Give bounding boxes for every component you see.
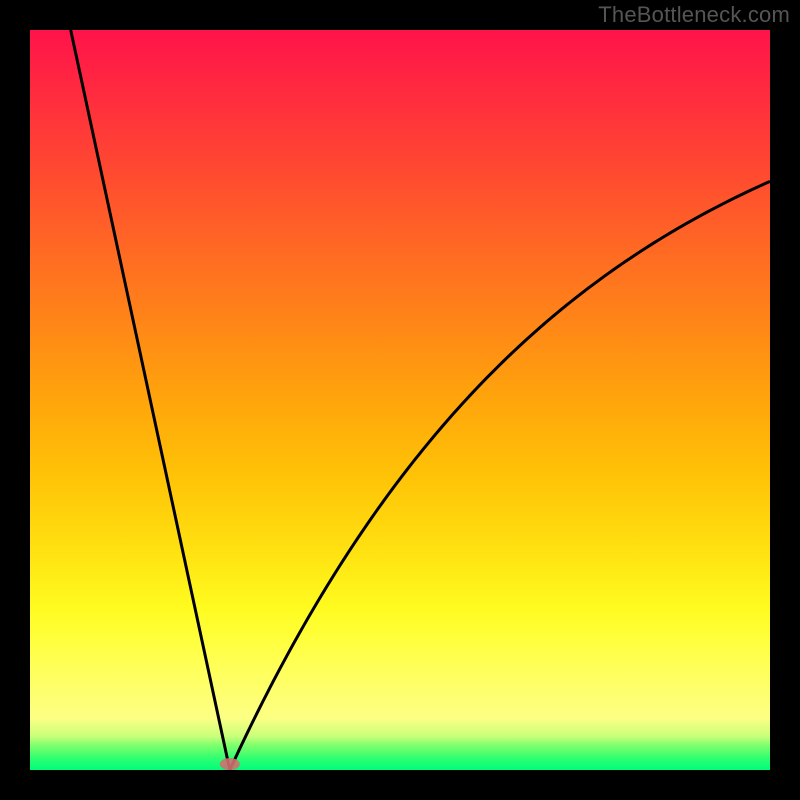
border-bottom xyxy=(0,770,800,800)
border-left xyxy=(0,0,30,800)
chart-container: TheBottleneck.com xyxy=(0,0,800,800)
border-right xyxy=(770,0,800,800)
bottleneck-chart xyxy=(0,0,800,800)
watermark-text: TheBottleneck.com xyxy=(598,2,790,28)
plot-background xyxy=(30,30,770,770)
optimal-marker xyxy=(220,758,240,770)
